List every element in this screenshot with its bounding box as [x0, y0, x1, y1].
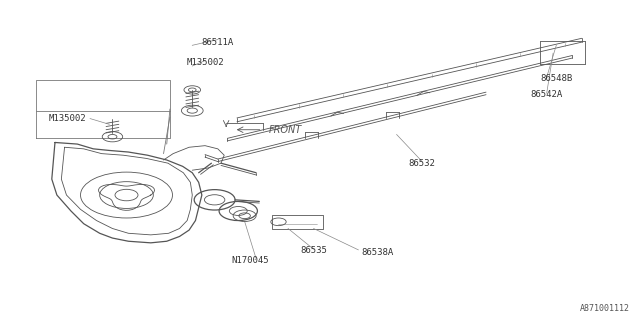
Text: 86511A: 86511A	[202, 38, 234, 47]
Text: M135002: M135002	[186, 58, 224, 67]
Text: 86542A: 86542A	[531, 90, 563, 99]
Text: N170045: N170045	[231, 256, 269, 265]
Text: A871001112: A871001112	[580, 304, 630, 313]
Text: 86535: 86535	[300, 246, 327, 255]
Text: 86548B: 86548B	[540, 74, 572, 83]
Text: 86538A: 86538A	[362, 248, 394, 257]
Text: FRONT: FRONT	[269, 125, 302, 135]
Text: 86532: 86532	[409, 159, 436, 168]
Bar	[272, 215, 323, 228]
Circle shape	[115, 189, 138, 201]
Text: M135002: M135002	[49, 114, 86, 123]
